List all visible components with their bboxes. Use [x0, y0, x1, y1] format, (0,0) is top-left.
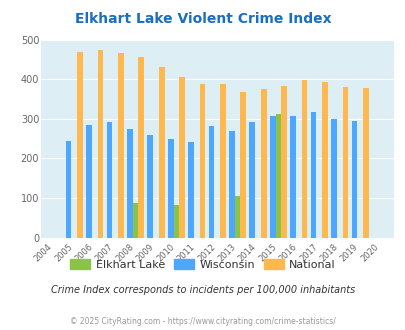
Bar — [228, 131, 234, 238]
Bar — [249, 121, 255, 238]
Bar — [281, 86, 286, 238]
Bar — [138, 57, 144, 238]
Bar — [301, 80, 307, 238]
Legend: Elkhart Lake, Wisconsin, National: Elkhart Lake, Wisconsin, National — [66, 255, 339, 274]
Bar — [220, 84, 225, 238]
Bar — [167, 139, 173, 238]
Text: © 2025 CityRating.com - https://www.cityrating.com/crime-statistics/: © 2025 CityRating.com - https://www.city… — [70, 317, 335, 326]
Bar — [321, 82, 327, 238]
Bar — [106, 122, 112, 238]
Bar — [132, 203, 138, 238]
Bar — [208, 126, 214, 238]
Bar — [290, 116, 295, 238]
Bar — [86, 125, 92, 238]
Bar — [275, 115, 281, 238]
Bar — [188, 142, 194, 238]
Bar — [66, 141, 71, 238]
Bar — [351, 121, 356, 238]
Text: Elkhart Lake Violent Crime Index: Elkhart Lake Violent Crime Index — [75, 12, 330, 25]
Bar — [310, 112, 315, 238]
Bar — [199, 84, 205, 238]
Bar — [342, 87, 347, 238]
Text: Crime Index corresponds to incidents per 100,000 inhabitants: Crime Index corresponds to incidents per… — [51, 285, 354, 295]
Bar — [362, 87, 368, 238]
Bar — [77, 52, 83, 238]
Bar — [179, 77, 185, 238]
Bar — [127, 129, 132, 238]
Bar — [173, 205, 179, 238]
Bar — [97, 50, 103, 238]
Bar — [240, 92, 245, 238]
Bar — [330, 119, 336, 238]
Bar — [260, 89, 266, 238]
Bar — [158, 67, 164, 238]
Bar — [147, 135, 153, 238]
Bar — [234, 196, 240, 238]
Bar — [118, 53, 124, 238]
Bar — [269, 116, 275, 238]
